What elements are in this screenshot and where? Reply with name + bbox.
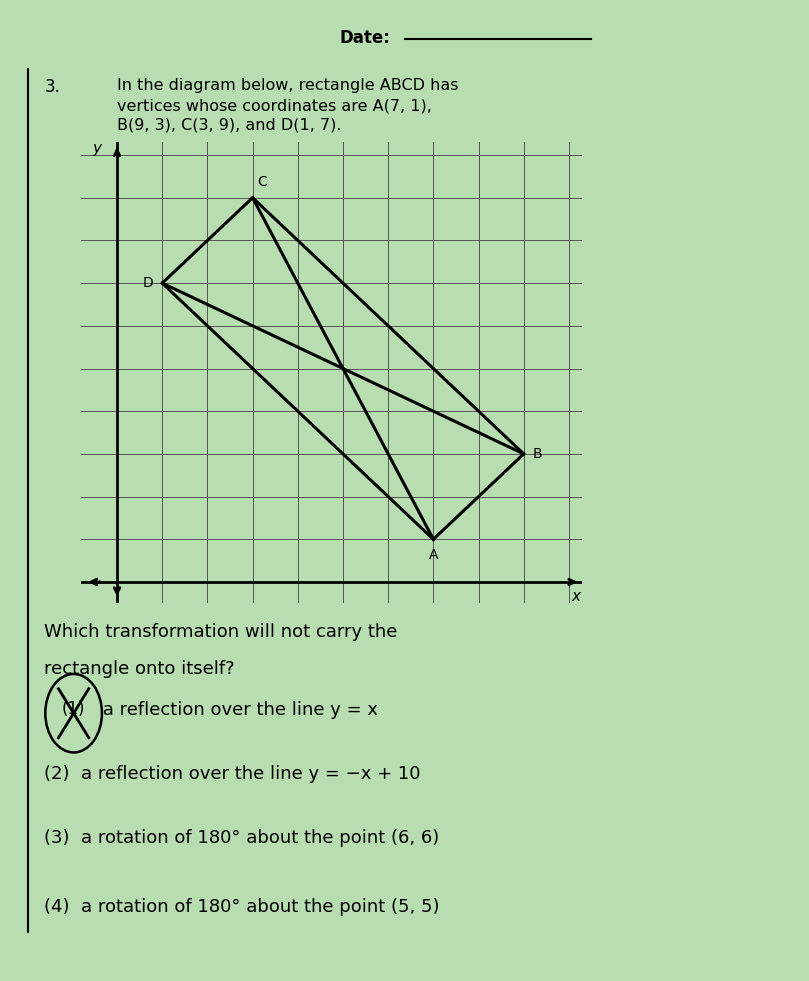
Text: D: D	[142, 276, 153, 290]
Text: (3)  a rotation of 180° about the point (6, 6): (3) a rotation of 180° about the point (…	[44, 829, 440, 847]
Text: 3.: 3.	[44, 78, 61, 96]
Text: x: x	[571, 590, 580, 604]
Text: In the diagram below, rectangle ABCD has: In the diagram below, rectangle ABCD has	[117, 78, 459, 93]
Text: y: y	[92, 141, 101, 156]
Text: (2)  a reflection over the line y = −x + 10: (2) a reflection over the line y = −x + …	[44, 765, 421, 783]
Text: a reflection over the line y = x: a reflection over the line y = x	[97, 701, 378, 719]
Text: Date:: Date:	[340, 29, 391, 47]
Text: A: A	[429, 547, 438, 562]
Text: vertices whose coordinates are A(7, 1),: vertices whose coordinates are A(7, 1),	[117, 98, 432, 113]
Text: B: B	[533, 447, 542, 461]
Text: (4)  a rotation of 180° about the point (5, 5): (4) a rotation of 180° about the point (…	[44, 898, 440, 915]
Text: C: C	[257, 176, 267, 189]
Text: rectangle onto itself?: rectangle onto itself?	[44, 660, 235, 678]
Text: Which transformation will not carry the: Which transformation will not carry the	[44, 623, 398, 641]
Text: B(9, 3), C(3, 9), and D(1, 7).: B(9, 3), C(3, 9), and D(1, 7).	[117, 118, 342, 132]
Text: (1): (1)	[61, 700, 86, 718]
